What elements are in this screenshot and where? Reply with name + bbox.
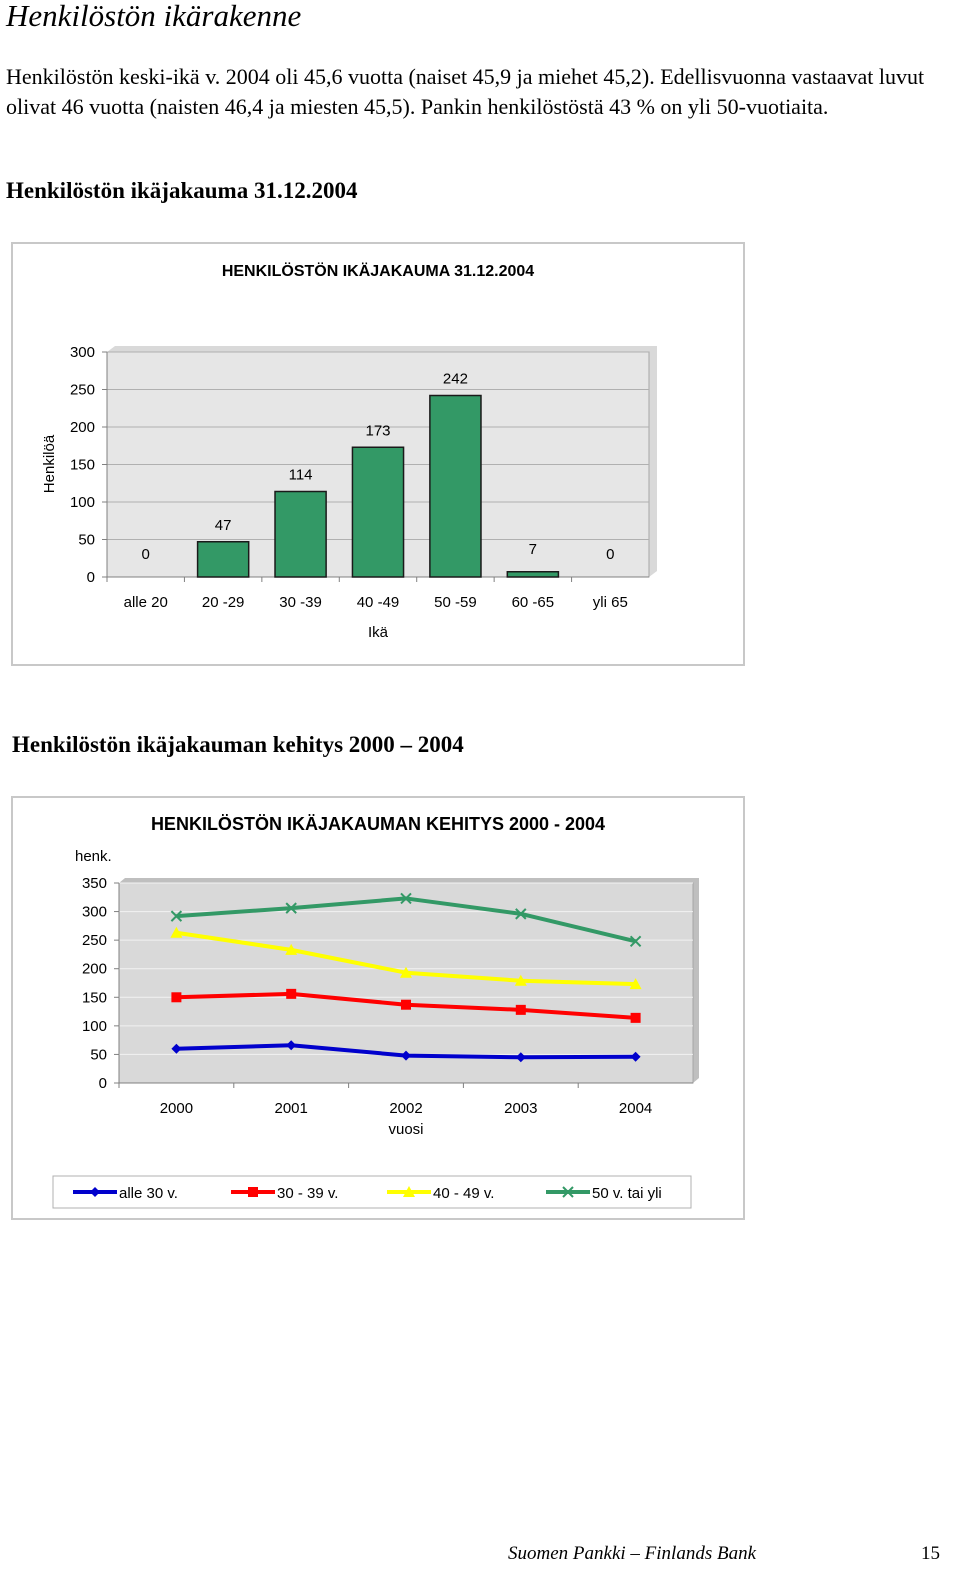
legend-label: 40 - 49 v. [433,1185,494,1202]
page-number: 15 [921,1543,940,1564]
marker [170,926,183,938]
y-tick-label: 50 [78,532,95,549]
marker [285,902,297,914]
y-tick-label: 350 [82,875,107,892]
x-tick-label: 2004 [619,1100,652,1117]
x-tick-label: 30 -39 [279,594,322,611]
y-tick-label: 50 [90,1046,107,1063]
page-title: Henkilöstön ikärakenne [6,0,302,33]
age-trend-chart: 0 50 100 150 200 250 300 350 2000 2001 2002 2003 200… [11,796,745,1220]
x-tick-label: 2001 [275,1100,308,1117]
y-tick-label: 100 [82,1018,107,1035]
marker [401,1050,411,1061]
marker [90,1187,100,1197]
data-label: 0 [142,546,150,563]
legend: alle 30 v. 30 - 39 v. 40 - 49 v. 50 v. tai … [52,1175,692,1209]
bar [196,541,250,578]
legend-label: 30 - 39 v. [277,1185,338,1202]
marker [401,999,411,1010]
data-label: 114 [289,467,313,484]
y-tick-label: 0 [99,1075,107,1092]
bar [429,394,482,578]
x-tick-label: 60 -65 [512,594,555,611]
x-tick-label: yli 65 [593,594,628,611]
chart-title: HENKILÖSTÖN IKÄJAKAUMA 31.12.2004 [222,261,534,280]
age-distribution-chart-svg: 0 50 100 150 200 250 300 0 alle 20 47 20 -29 114 30 … [41,261,657,641]
marker [562,1186,574,1198]
data-label: 173 [365,422,390,439]
section-heading-age-trend: Henkilöstön ikäjakauman kehitys 2000 – 2… [12,732,464,757]
age-trend-chart-svg: 0 50 100 150 200 250 300 350 2000 2001 2002 2003 200… [52,814,699,1209]
x-tick-label: 50 -59 [434,594,477,611]
y-tick-label: 0 [87,569,95,586]
marker [403,1186,415,1197]
x-axis-title: Ikä [368,624,389,641]
bar [506,571,560,578]
marker [286,1040,297,1051]
marker [630,1051,641,1062]
legend-label: 50 v. tai yli [592,1185,662,1202]
y-axis-title: Henkilöä [41,434,58,493]
y-tick-label: 150 [70,457,95,474]
y-tick-label: 200 [70,419,95,436]
age-distribution-chart: 0 50 100 150 200 250 300 0 alle 20 47 20 -29 114 30 … [11,242,745,666]
marker [515,1004,526,1015]
bar [274,490,327,578]
marker [629,978,642,990]
y-tick-label: 250 [82,932,107,949]
y-tick-label: 100 [70,494,95,511]
y-tick-label: 250 [70,382,95,399]
chart-title: HENKILÖSTÖN IKÄJAKAUMAN KEHITYS 2000 - 2… [151,814,605,834]
marker [285,943,298,955]
marker [629,935,642,947]
marker [515,1052,526,1063]
y-tick-label: 300 [82,904,107,921]
marker [171,1043,182,1054]
y-axis-title: henk. [75,848,112,865]
marker [248,1187,258,1197]
marker [400,966,412,978]
x-tick-label: 2003 [504,1100,537,1117]
marker [170,910,183,922]
marker [514,974,527,986]
x-tick-label: 2002 [389,1100,422,1117]
intro-paragraph: Henkilöstön keski-ikä v. 2004 oli 45,6 v… [6,64,925,119]
data-label: 0 [606,546,614,563]
marker [630,1012,641,1023]
y-tick-label: 150 [82,989,107,1006]
section-heading-age-distribution: Henkilöstön ikäjakauma 31.12.2004 [6,178,358,203]
marker [171,992,182,1003]
x-axis-title: vuosi [388,1121,423,1138]
marker [515,908,527,920]
x-tick-label: 2000 [160,1100,193,1117]
data-label: 47 [215,517,232,534]
marker [400,892,412,905]
y-tick-label: 300 [70,344,95,361]
y-tick-label: 200 [82,961,107,978]
data-label: 242 [443,371,468,388]
bar [351,446,405,578]
x-tick-label: 40 -49 [357,594,400,611]
x-tick-label: 20 -29 [202,594,245,611]
data-label: 7 [529,541,537,558]
x-tick-label: alle 20 [124,594,168,611]
marker [286,988,297,999]
legend-label: alle 30 v. [119,1185,178,1202]
footer-text: Suomen Pankki – Finlands Bank [508,1543,757,1564]
